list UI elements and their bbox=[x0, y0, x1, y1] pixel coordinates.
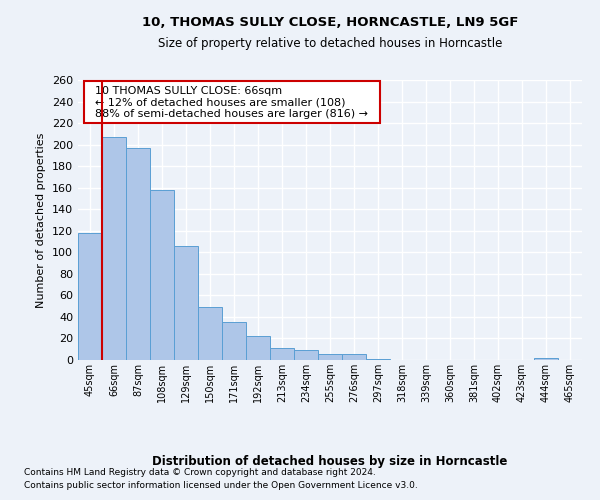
X-axis label: Distribution of detached houses by size in Horncastle: Distribution of detached houses by size … bbox=[152, 455, 508, 468]
Bar bbox=[366, 359, 390, 360]
Text: 10 THOMAS SULLY CLOSE: 66sqm  
  ← 12% of detached houses are smaller (108)  
  : 10 THOMAS SULLY CLOSE: 66sqm ← 12% of de… bbox=[88, 86, 375, 119]
Bar bbox=[294, 350, 318, 360]
Bar bbox=[246, 336, 270, 360]
Bar bbox=[174, 246, 198, 360]
Bar bbox=[342, 354, 366, 360]
Bar bbox=[198, 307, 222, 360]
Bar bbox=[78, 233, 102, 360]
Text: 10, THOMAS SULLY CLOSE, HORNCASTLE, LN9 5GF: 10, THOMAS SULLY CLOSE, HORNCASTLE, LN9 … bbox=[142, 16, 518, 29]
Bar bbox=[534, 358, 558, 360]
Text: Contains public sector information licensed under the Open Government Licence v3: Contains public sector information licen… bbox=[24, 482, 418, 490]
Bar bbox=[222, 322, 246, 360]
Text: Contains HM Land Registry data © Crown copyright and database right 2024.: Contains HM Land Registry data © Crown c… bbox=[24, 468, 376, 477]
Bar bbox=[318, 354, 342, 360]
Text: Size of property relative to detached houses in Horncastle: Size of property relative to detached ho… bbox=[158, 37, 502, 50]
Bar bbox=[150, 190, 174, 360]
Bar bbox=[126, 148, 150, 360]
Bar bbox=[270, 348, 294, 360]
Y-axis label: Number of detached properties: Number of detached properties bbox=[37, 132, 46, 308]
Bar bbox=[102, 137, 126, 360]
